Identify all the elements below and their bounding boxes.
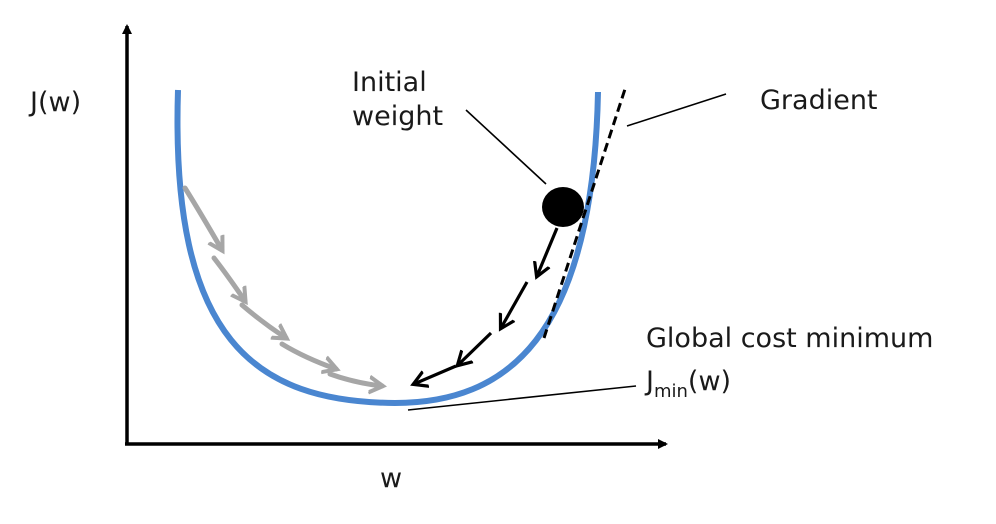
faded-step-1 [182,185,222,250]
faded-step-4 [279,341,336,369]
initial-weight-label-line2: weight [352,100,444,132]
initial-weight-point [542,187,584,227]
gradient-label: Gradient [760,85,878,116]
x-axis-label: w [380,463,403,494]
cost-curve [174,89,601,407]
descent-steps [414,227,559,384]
global-min-leader [407,385,637,411]
global-min-label: Global cost minimum [646,323,934,354]
descent-step-1 [537,227,559,276]
faded-step-5 [327,371,382,386]
faded-descent-steps [182,185,382,386]
descent-step-3 [458,331,493,365]
jmin-main: J [646,366,654,397]
axes [122,24,668,449]
gradient-leader [626,93,727,127]
faded-step-3 [239,302,286,338]
faded-step-2 [211,255,245,301]
initial-weight-label: Initial weight [352,66,443,134]
descent-step-4 [414,364,457,384]
tangent-line [542,85,628,339]
jmin-tail: (w) [687,366,732,397]
initial-weight-leader [465,109,547,185]
y-axis-label: J(w) [30,87,82,118]
descent-step-2 [501,281,529,328]
jmin-label: Jmin(w) [646,365,731,404]
jmin-subscript: min [653,381,688,402]
initial-weight-label-line1: Initial [352,67,427,98]
